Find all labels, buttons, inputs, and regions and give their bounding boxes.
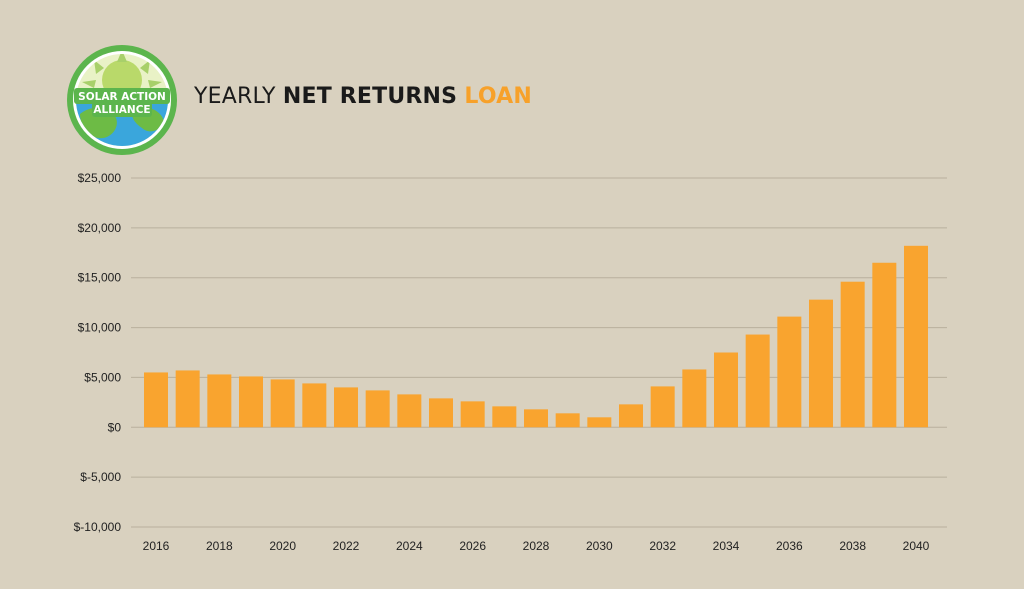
bar <box>239 376 263 428</box>
bar <box>872 262 897 428</box>
bar <box>397 394 422 428</box>
x-tick-label: 2032 <box>649 539 676 553</box>
bar <box>809 299 833 428</box>
bar <box>524 409 548 428</box>
logo-text-line2: ALLIANCE <box>93 104 150 116</box>
bar <box>460 401 485 428</box>
y-tick-label: $5,000 <box>84 370 121 384</box>
bar <box>840 281 865 428</box>
y-tick-label: $-5,000 <box>80 470 121 484</box>
title-part-net-returns: NET RETURNS <box>282 84 458 109</box>
bar <box>650 386 675 428</box>
x-tick-label: 2034 <box>713 539 740 553</box>
x-tick-label: 2028 <box>523 539 550 553</box>
y-tick-label: $15,000 <box>78 271 122 285</box>
x-tick-label: 2036 <box>776 539 803 553</box>
y-tick-label: $10,000 <box>78 321 122 335</box>
bar <box>175 370 200 428</box>
bar <box>555 413 580 428</box>
chart-title: YEARLY NET RETURNS LOAN <box>194 84 532 109</box>
bar <box>492 406 517 428</box>
bar <box>777 316 802 428</box>
x-tick-label: 2040 <box>903 539 930 553</box>
x-tick-label: 2022 <box>333 539 360 553</box>
x-tick-label: 2018 <box>206 539 233 553</box>
bar <box>302 383 327 428</box>
x-tick-label: 2024 <box>396 539 423 553</box>
bar <box>714 352 738 428</box>
title-part-loan: LOAN <box>464 84 532 109</box>
bar <box>144 372 168 428</box>
y-tick-label: $0 <box>108 420 122 434</box>
bar <box>207 374 232 428</box>
title-part-yearly: YEARLY <box>194 84 276 109</box>
x-tick-label: 2026 <box>459 539 486 553</box>
bar <box>904 245 928 428</box>
y-tick-label: $-10,000 <box>74 520 122 534</box>
bar <box>745 334 770 428</box>
bar <box>365 390 390 428</box>
x-tick-label: 2038 <box>839 539 866 553</box>
bar <box>334 387 358 428</box>
bar <box>587 417 612 428</box>
bar <box>270 379 295 428</box>
bar <box>429 398 453 428</box>
bar <box>682 369 707 428</box>
x-tick-label: 2016 <box>143 539 170 553</box>
logo-text-line1: SOLAR ACTION <box>78 91 166 103</box>
y-tick-label: $25,000 <box>78 171 122 185</box>
bar <box>619 404 643 428</box>
x-tick-label: 2030 <box>586 539 613 553</box>
solar-action-alliance-logo: SOLAR ACTION ALLIANCE <box>67 45 177 155</box>
y-tick-label: $20,000 <box>78 221 122 235</box>
x-tick-label: 2020 <box>269 539 296 553</box>
